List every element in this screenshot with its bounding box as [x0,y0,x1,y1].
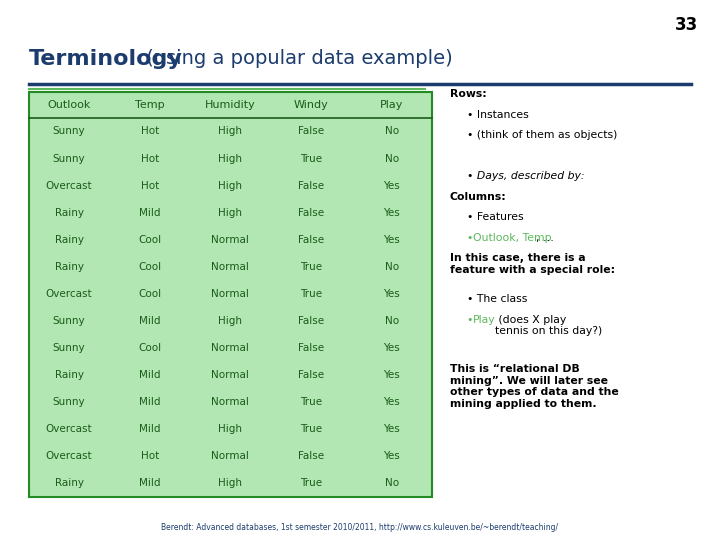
Text: Outlook: Outlook [48,100,91,110]
Text: (using a popular data example): (using a popular data example) [140,49,453,68]
Text: Sunny: Sunny [53,126,86,137]
Text: Humidity: Humidity [205,100,256,110]
Text: High: High [218,478,243,488]
Text: Mild: Mild [139,424,161,434]
Text: Sunny: Sunny [53,397,86,407]
Text: Normal: Normal [212,262,249,272]
Text: Rainy: Rainy [55,478,84,488]
Text: High: High [218,316,243,326]
Text: True: True [300,478,322,488]
Text: •: • [467,233,477,243]
Text: • (think of them as objects): • (think of them as objects) [467,130,617,140]
Text: Yes: Yes [383,180,400,191]
Text: True: True [300,289,322,299]
Text: Cool: Cool [138,235,161,245]
Text: This is “relational DB
mining”. We will later see
other types of data and the
mi: This is “relational DB mining”. We will … [450,364,618,409]
Text: Rainy: Rainy [55,235,84,245]
Text: 33: 33 [675,16,698,34]
Text: High: High [218,208,243,218]
Text: No: No [384,316,399,326]
Text: Hot: Hot [140,126,159,137]
Text: , …: , … [536,233,554,243]
Text: Sunny: Sunny [53,153,86,164]
Text: False: False [298,126,324,137]
Text: Overcast: Overcast [46,289,92,299]
Text: False: False [298,370,324,380]
Text: Hot: Hot [140,153,159,164]
Text: No: No [384,153,399,164]
Text: No: No [384,262,399,272]
Text: High: High [218,153,243,164]
Text: Sunny: Sunny [53,343,86,353]
Text: False: False [298,343,324,353]
Text: Windy: Windy [294,100,328,110]
Text: Rows:: Rows: [450,89,487,99]
Text: True: True [300,262,322,272]
Text: Columns:: Columns: [450,192,507,202]
Text: Normal: Normal [212,289,249,299]
Text: False: False [298,208,324,218]
Text: • Features: • Features [467,212,523,222]
Text: Play: Play [473,315,495,325]
Text: No: No [384,126,399,137]
Text: Rainy: Rainy [55,370,84,380]
Text: High: High [218,180,243,191]
Text: Yes: Yes [383,451,400,461]
Text: Cool: Cool [138,262,161,272]
Text: Yes: Yes [383,208,400,218]
Text: Hot: Hot [140,451,159,461]
Text: True: True [300,397,322,407]
Text: Mild: Mild [139,370,161,380]
Text: Cool: Cool [138,289,161,299]
Text: Mild: Mild [139,316,161,326]
Text: Hot: Hot [140,180,159,191]
Text: High: High [218,126,243,137]
Text: Normal: Normal [212,397,249,407]
Text: Overcast: Overcast [46,424,92,434]
Text: Mild: Mild [139,208,161,218]
Text: Normal: Normal [212,370,249,380]
Text: Yes: Yes [383,289,400,299]
Text: Yes: Yes [383,343,400,353]
Text: Berendt: Advanced databases, 1st semester 2010/2011, http://www.cs.kuleuven.be/~: Berendt: Advanced databases, 1st semeste… [161,523,559,532]
Text: • Instances: • Instances [467,110,528,120]
Text: No: No [384,478,399,488]
Text: Normal: Normal [212,343,249,353]
Text: Mild: Mild [139,478,161,488]
Text: Sunny: Sunny [53,316,86,326]
Text: Yes: Yes [383,235,400,245]
Text: True: True [300,153,322,164]
Text: Normal: Normal [212,451,249,461]
Text: • Days, described by:: • Days, described by: [467,171,584,181]
Text: Rainy: Rainy [55,208,84,218]
Text: Outlook, Temp: Outlook, Temp [473,233,552,243]
Text: Overcast: Overcast [46,451,92,461]
Text: False: False [298,235,324,245]
Text: • The class: • The class [467,294,527,305]
Text: False: False [298,180,324,191]
Text: False: False [298,451,324,461]
Text: Mild: Mild [139,397,161,407]
Text: Temp: Temp [135,100,165,110]
Text: Rainy: Rainy [55,262,84,272]
Text: Terminology: Terminology [29,49,183,69]
Text: (does X play
tennis on this day?): (does X play tennis on this day?) [495,315,602,336]
Text: Yes: Yes [383,424,400,434]
Text: •: • [467,315,477,325]
Text: Normal: Normal [212,235,249,245]
Text: In this case, there is a
feature with a special role:: In this case, there is a feature with a … [450,253,615,275]
Text: Play: Play [380,100,403,110]
Text: Yes: Yes [383,397,400,407]
Text: Overcast: Overcast [46,180,92,191]
Text: Cool: Cool [138,343,161,353]
Text: Yes: Yes [383,370,400,380]
Text: False: False [298,316,324,326]
Text: True: True [300,424,322,434]
Text: High: High [218,424,243,434]
